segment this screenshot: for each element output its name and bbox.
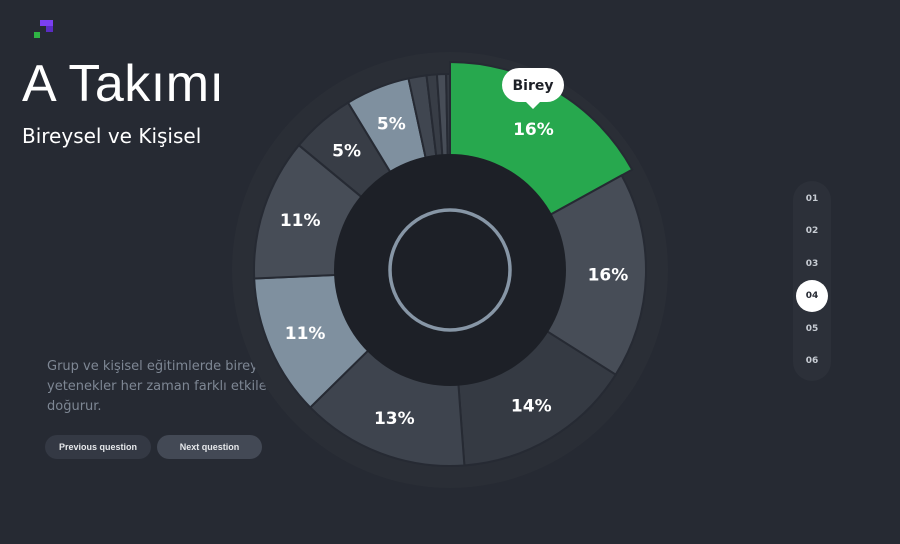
slice-label: 13% — [374, 409, 415, 429]
page-subtitle: Bireysel ve Kişisel — [22, 124, 202, 148]
pixel-logo-icon — [34, 20, 54, 40]
slice-label: 14% — [511, 396, 552, 416]
slice-label: 5% — [377, 114, 406, 134]
page-title: A Takımı — [22, 55, 225, 113]
highlight-callout: Birey — [502, 68, 564, 109]
slice-label: 16% — [513, 120, 554, 140]
stepper-item[interactable]: 03 — [805, 258, 819, 269]
stepper-item[interactable]: 02 — [805, 226, 819, 237]
previous-question-button[interactable]: Previous question — [45, 435, 151, 459]
chart-labels: 16% 16% 14% 13% 11% 11% 5% 5% — [280, 114, 628, 429]
next-question-button[interactable]: Next question — [157, 435, 262, 459]
callout-label: Birey — [513, 78, 554, 94]
description-text: Grup ve kişisel eğitimlerde bireysel yet… — [47, 359, 277, 414]
stepper-item[interactable]: 01 — [805, 194, 819, 204]
question-stepper: 01 02 03 04 05 06 — [793, 181, 831, 381]
stepper-item[interactable]: 04 — [796, 280, 828, 313]
stepper-item[interactable]: 05 — [805, 323, 819, 334]
slice-label: 5% — [332, 142, 361, 162]
slice-label: 11% — [280, 211, 321, 231]
callout-bubble — [502, 68, 564, 109]
donut-slice — [445, 72, 451, 160]
slice-label: 11% — [285, 324, 326, 344]
center-ring — [388, 208, 512, 332]
donut-hole — [334, 154, 566, 386]
slice-label: 16% — [588, 266, 629, 286]
stepper-item[interactable]: 06 — [805, 356, 819, 366]
